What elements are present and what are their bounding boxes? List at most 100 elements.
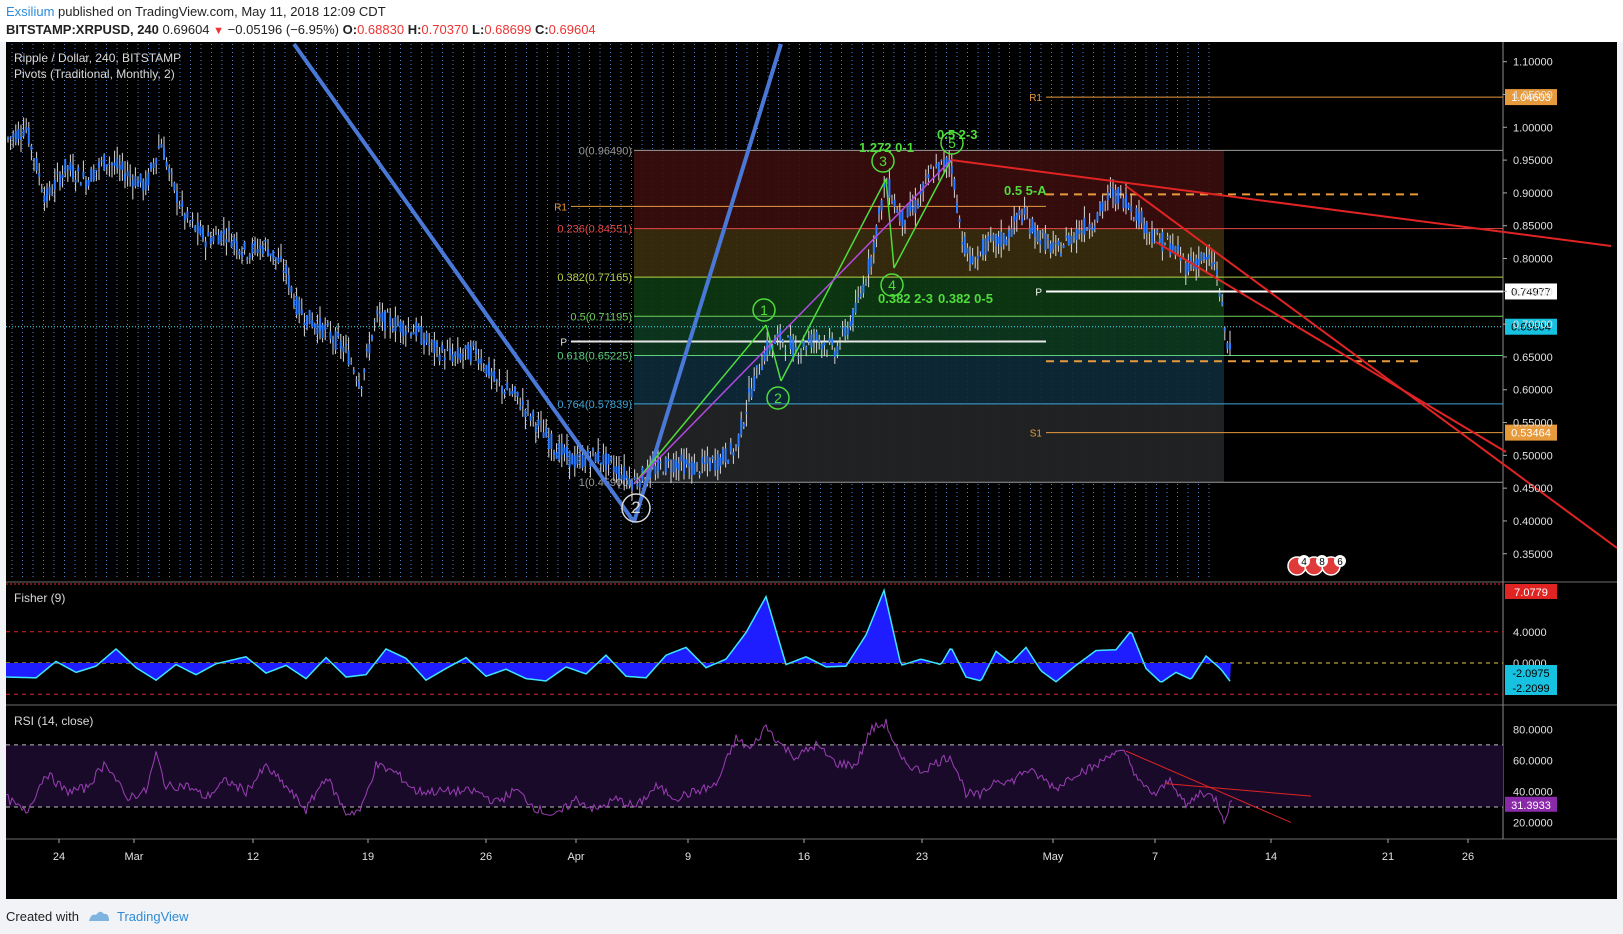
- candle-body: [176, 191, 178, 203]
- candle-body: [620, 474, 623, 480]
- candle-body: [92, 169, 95, 181]
- candle-body: [737, 434, 740, 447]
- candle-body: [755, 365, 758, 368]
- fib-level-label: 0(0.96490): [579, 145, 632, 157]
- candle-body: [1078, 229, 1081, 235]
- price-axis-label: 0.80000: [1513, 254, 1553, 266]
- candle-body: [888, 178, 891, 198]
- candle-body: [459, 353, 462, 361]
- candle-body: [919, 192, 922, 195]
- candle-body: [675, 460, 678, 469]
- author-link[interactable]: Exsilium: [6, 4, 55, 19]
- wave-label: 2: [774, 390, 782, 406]
- candle-body: [1161, 232, 1164, 252]
- candle-body: [433, 340, 436, 354]
- candle-body: [865, 282, 867, 284]
- candle-body: [339, 341, 342, 349]
- rsi-axis-label: 40.0000: [1513, 786, 1553, 798]
- candle-body: [813, 339, 815, 341]
- candle-body: [844, 326, 847, 337]
- fib-level-label: 0.5(0.71195): [570, 311, 632, 323]
- candle-body: [828, 338, 831, 343]
- time-axis-label: 14: [1265, 851, 1277, 863]
- candle-body: [490, 371, 493, 377]
- time-axis-label: Apr: [567, 851, 584, 863]
- candle-body: [56, 172, 59, 174]
- candle-body: [113, 162, 116, 166]
- candle-body: [797, 357, 800, 359]
- candle-body: [207, 231, 210, 236]
- candle-body: [428, 343, 431, 346]
- candle-body: [664, 457, 667, 473]
- candle-body: [914, 200, 917, 214]
- wave-label: 2: [631, 498, 640, 517]
- candle-body: [956, 202, 958, 213]
- open-label: O:: [342, 22, 358, 37]
- candle-body: [238, 250, 241, 256]
- fisher-value-tag: [1505, 584, 1557, 599]
- rsi-trend-line: [1125, 750, 1292, 823]
- candle-body: [313, 323, 316, 329]
- candle-body: [51, 193, 54, 195]
- candle-body: [1164, 244, 1166, 246]
- candle-body: [165, 161, 168, 167]
- candle-body: [503, 391, 506, 395]
- chart-area[interactable]: 0(0.96490) 0.236(0.84551) 0.382(0.77165) 0.…: [5, 42, 1618, 899]
- candle-body: [22, 129, 25, 137]
- candle-body: [386, 311, 389, 313]
- candle-body: [1060, 253, 1062, 257]
- candle-body: [454, 352, 457, 356]
- candle-body: [298, 299, 301, 314]
- candle-body: [501, 386, 503, 393]
- candle-body: [147, 172, 150, 186]
- candle-body: [555, 452, 558, 459]
- candle-body: [831, 338, 834, 346]
- candle-body: [1041, 231, 1044, 233]
- candle-body: [319, 317, 321, 331]
- candle-body: [1112, 188, 1114, 198]
- last-price-tag: [1505, 318, 1557, 335]
- candle-body: [103, 154, 106, 171]
- wave-label-circle: [752, 298, 776, 322]
- pivot-label: R1: [1029, 93, 1042, 104]
- candle-body: [1005, 239, 1008, 245]
- open-value: 0.68830: [357, 22, 405, 37]
- candle-body: [371, 335, 373, 341]
- candle-body: [852, 309, 854, 324]
- low-value: 0.68699: [484, 22, 532, 37]
- candle-body: [560, 443, 563, 456]
- tradingview-brand-link[interactable]: TradingView: [117, 909, 189, 924]
- candle-body: [178, 205, 181, 207]
- candle-body: [259, 245, 262, 249]
- candle-body: [1203, 254, 1205, 260]
- candle-body: [7, 137, 9, 140]
- price-axis-label: 0.55000: [1513, 418, 1553, 430]
- candle-body: [534, 425, 537, 432]
- candle-body: [1138, 212, 1140, 226]
- candle-body: [480, 358, 483, 364]
- wave-label-circle: [621, 493, 651, 523]
- candle-body: [571, 454, 574, 465]
- candle-body: [134, 176, 137, 187]
- candle-body: [696, 462, 698, 464]
- high-label: H:: [407, 22, 422, 37]
- candle-body: [618, 466, 620, 479]
- main-pane-title: Ripple / Dollar, 240, BITSTAMP: [14, 51, 182, 65]
- chart-canvas[interactable]: 0(0.96490) 0.236(0.84551) 0.382(0.77165) 0.…: [5, 42, 1618, 899]
- candle-body: [1002, 234, 1005, 245]
- candle-body: [462, 354, 464, 357]
- candle-body: [573, 455, 576, 468]
- candle-body: [805, 346, 808, 350]
- candle-body: [425, 332, 428, 343]
- candle-body: [441, 345, 444, 352]
- candle-body: [303, 322, 306, 326]
- candle-body: [181, 200, 184, 207]
- price-change: −0.05196 (−6.95%): [227, 22, 339, 37]
- candle-body: [1182, 256, 1185, 258]
- candle-body: [402, 323, 405, 337]
- tradingview-logo-icon: [89, 911, 109, 921]
- candle-body: [719, 457, 722, 467]
- candle-body: [657, 458, 659, 472]
- candle-body: [763, 352, 766, 361]
- candle-body: [703, 462, 706, 465]
